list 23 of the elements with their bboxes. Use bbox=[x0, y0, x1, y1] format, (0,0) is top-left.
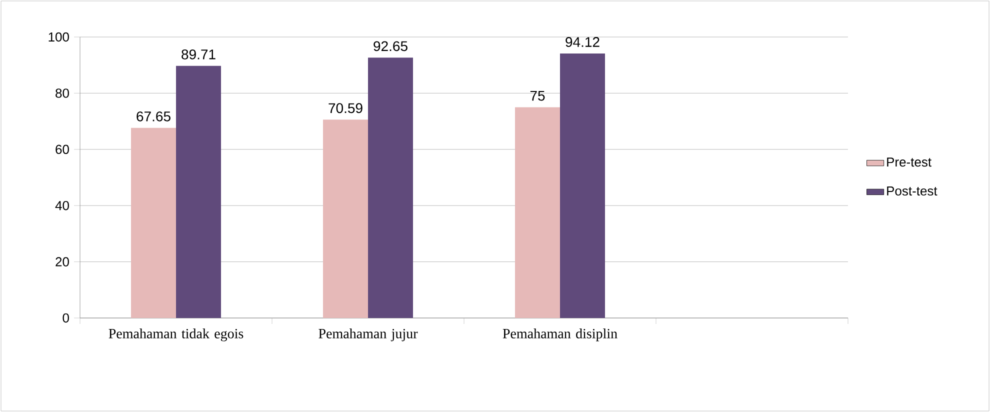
y-tick-label: 60 bbox=[56, 144, 69, 154]
legend-label: Pre-test bbox=[887, 158, 932, 167]
bar bbox=[323, 120, 368, 318]
x-tick-label: Pemahaman tidak egois bbox=[108, 328, 244, 342]
y-tick-label: 80 bbox=[56, 88, 69, 98]
bar bbox=[515, 107, 560, 318]
data-label: 94.12 bbox=[566, 37, 600, 47]
bar bbox=[560, 54, 606, 318]
data-label: 92.65 bbox=[374, 41, 408, 52]
bar bbox=[176, 66, 222, 318]
data-label: 67.65 bbox=[136, 111, 170, 122]
data-label: 89.71 bbox=[182, 49, 216, 60]
data-label: 75 bbox=[530, 90, 545, 101]
legend-label: Post-test bbox=[887, 186, 938, 196]
bar bbox=[131, 128, 176, 318]
y-tick-label: 100 bbox=[48, 32, 69, 42]
y-tick-label: 40 bbox=[55, 200, 69, 210]
data-label: 70.59 bbox=[328, 103, 362, 114]
bar bbox=[368, 58, 414, 318]
y-tick-label: 0 bbox=[62, 313, 69, 323]
x-tick-label: Pemahaman disiplin bbox=[502, 328, 618, 342]
x-tick-label: Pemahaman jujur bbox=[318, 328, 418, 342]
y-tick-label: 20 bbox=[56, 257, 69, 266]
